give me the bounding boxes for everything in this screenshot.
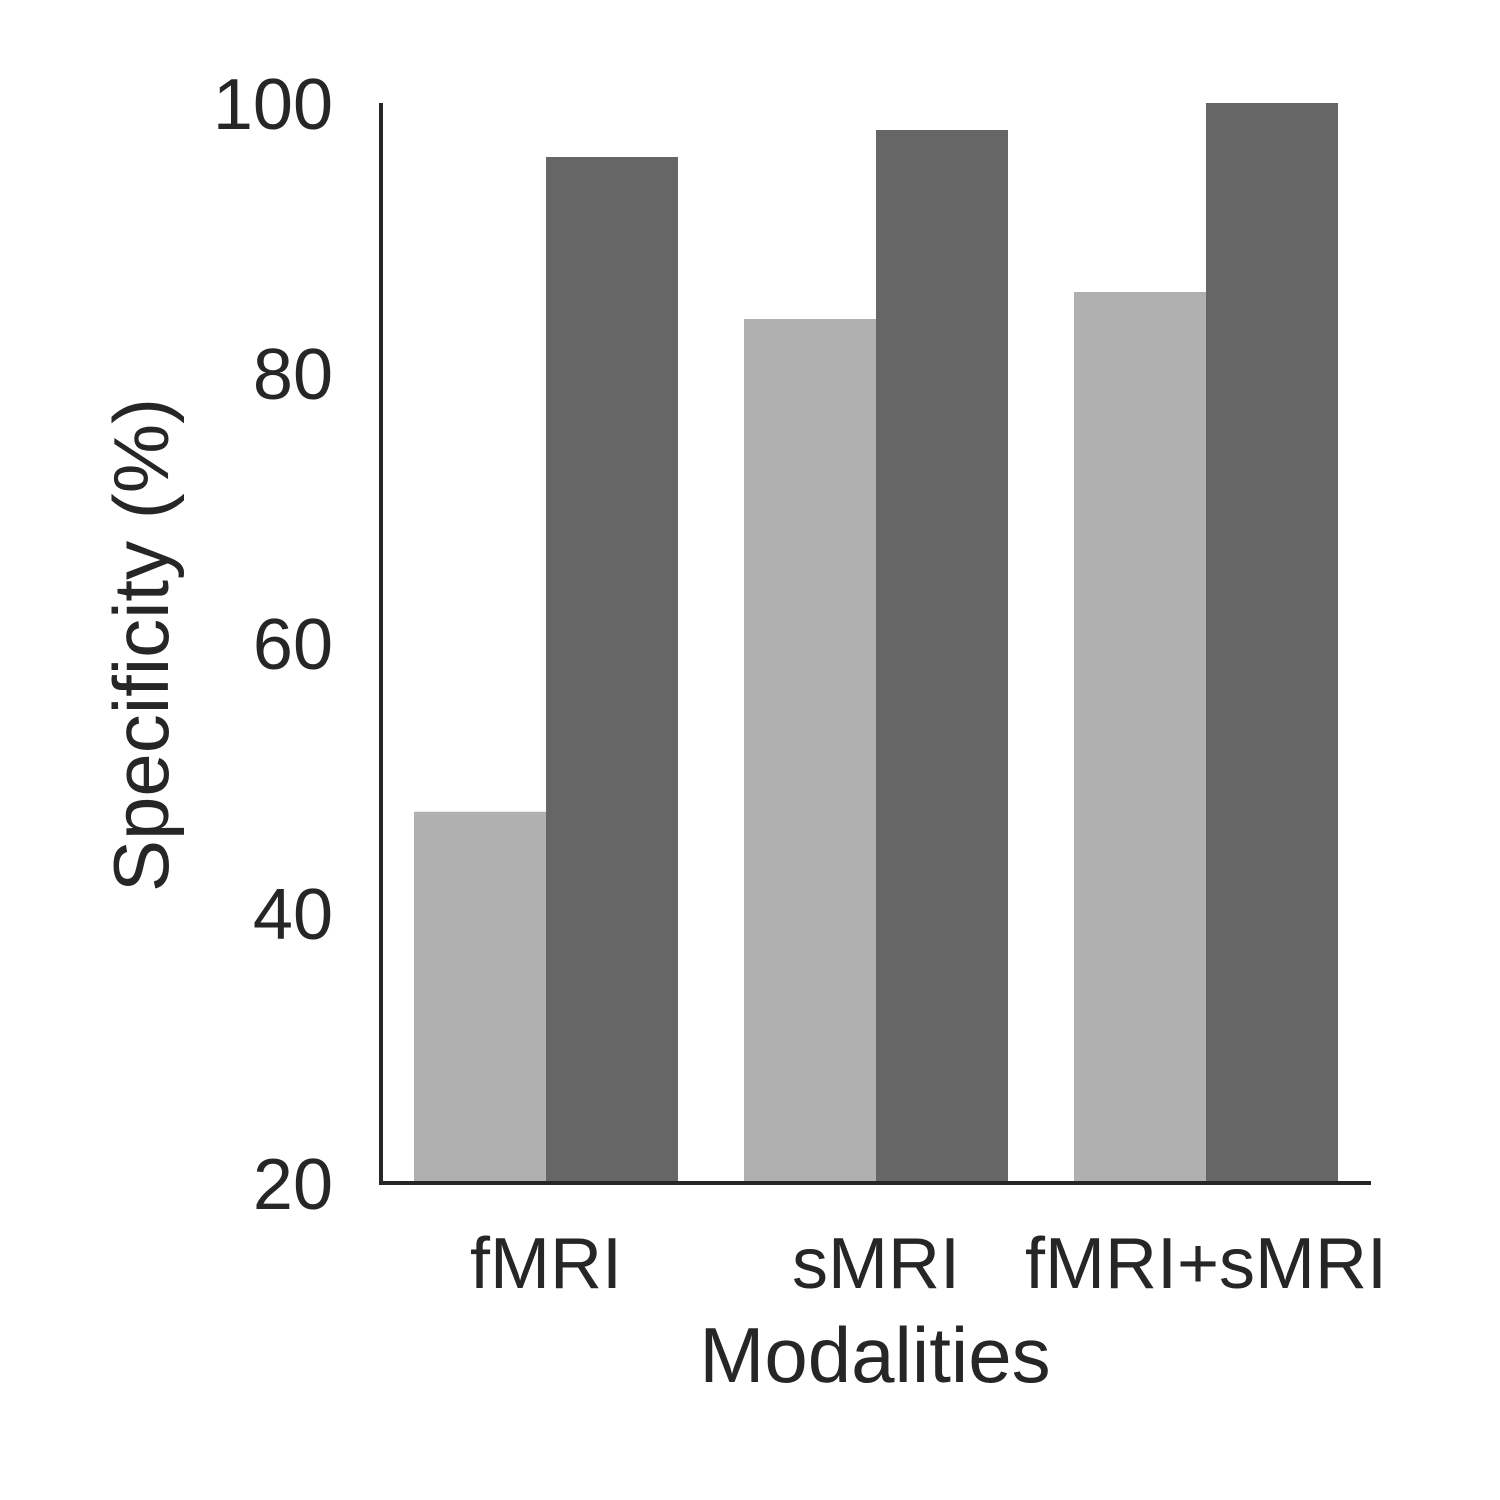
y-tick-label: 20 (253, 1145, 333, 1225)
y-tick-label: 60 (253, 605, 333, 685)
x-axis-label: Modalities (699, 1311, 1050, 1399)
x-tick-label: fMRI (470, 1224, 622, 1304)
bar-fmri-series-2 (546, 157, 678, 1183)
bar-smri-series-1 (744, 319, 876, 1183)
bar-smri-series-2 (876, 130, 1008, 1183)
y-tick-label: 80 (253, 335, 333, 415)
bar-fmri-series-1 (414, 811, 546, 1183)
y-tick-label: 100 (213, 65, 333, 145)
x-tick-label: sMRI (792, 1224, 960, 1304)
x-tick-label: fMRI+sMRI (1025, 1224, 1387, 1304)
y-axis-label: Specificity (%) (97, 398, 185, 892)
bars-group (414, 103, 1338, 1183)
bar-fmri-smri-series-1 (1074, 292, 1206, 1183)
y-tick-label: 40 (253, 875, 333, 955)
x-tick-labels: fMRI sMRI fMRI+sMRI (470, 1224, 1387, 1304)
y-tick-labels: 20 40 60 80 100 (213, 65, 333, 1225)
bar-fmri-smri-series-2 (1206, 103, 1338, 1183)
